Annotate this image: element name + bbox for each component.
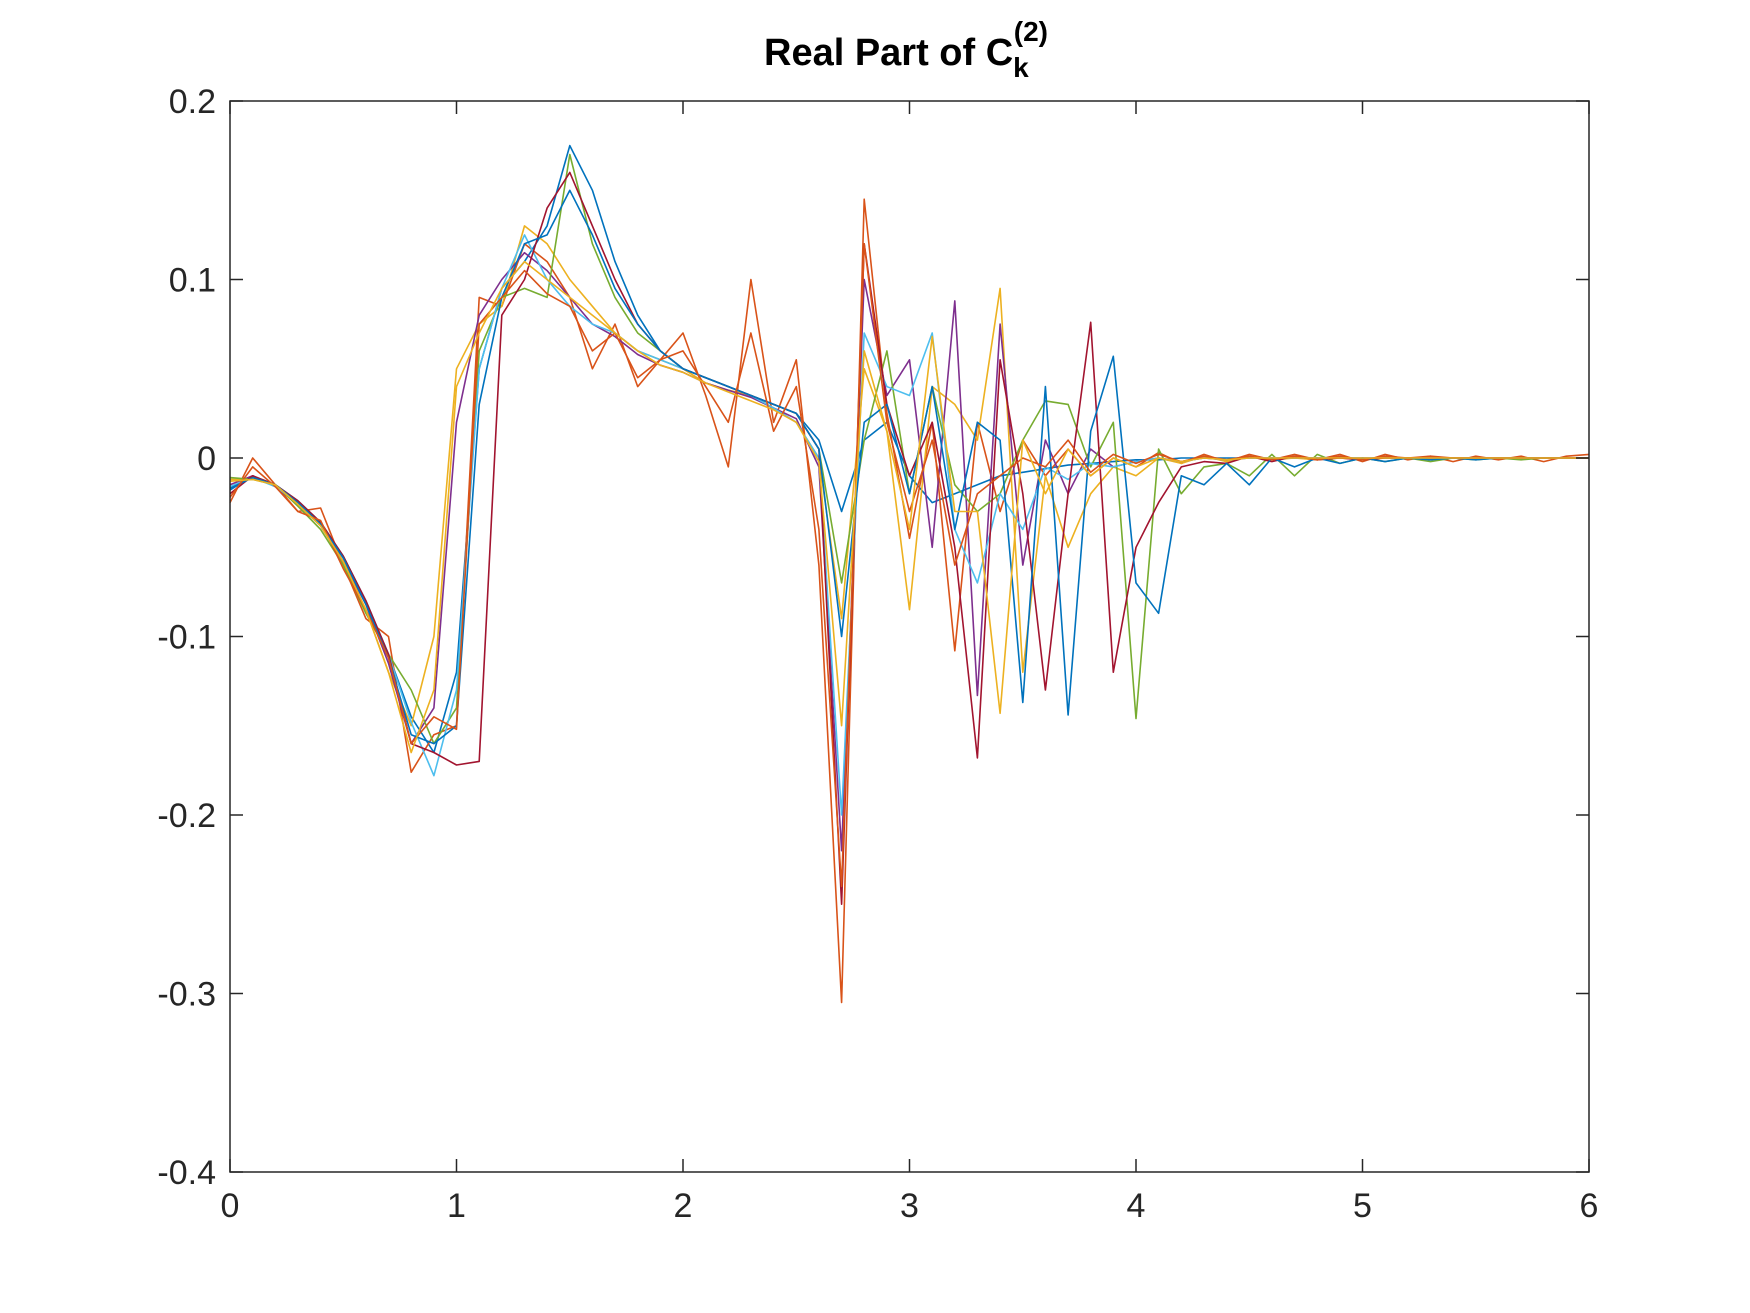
x-tick-label: 1 [447,1187,466,1225]
chart-title-main: Real Part of C [764,32,1013,74]
x-tick-label: 3 [900,1187,919,1225]
x-tick-label: 6 [1580,1187,1599,1225]
x-tick-label: 2 [674,1187,693,1225]
chart-title-superscript: (2) [1014,16,1048,47]
y-tick-label: -0.1 [157,619,216,657]
x-tick-label: 0 [221,1187,240,1225]
series-line-10 [229,260,1589,754]
plot-area-border [229,100,1590,1173]
y-tick-label: -0.3 [157,976,216,1014]
y-tick-label: -0.2 [157,797,216,835]
plot-area [230,101,1589,1172]
chart-title: Real Part of Ck (2) [764,16,1048,83]
series-layer [229,144,1590,1004]
y-tick-label: 0.1 [169,262,216,300]
y-tick-label: 0 [197,440,216,478]
x-tick-label: 4 [1127,1187,1146,1225]
axes-layer: 0 1 2 3 4 5 6 0.2 0.1 0 -0.1 -0.2 -0.3 -0.4 [157,83,1598,1225]
chart-title-subscript: k [1013,52,1029,83]
x-tick-label: 5 [1353,1187,1372,1225]
series-line-9 [229,243,1589,888]
y-tick-label: -0.4 [157,1154,216,1192]
y-tick-label: 0.2 [169,83,216,121]
